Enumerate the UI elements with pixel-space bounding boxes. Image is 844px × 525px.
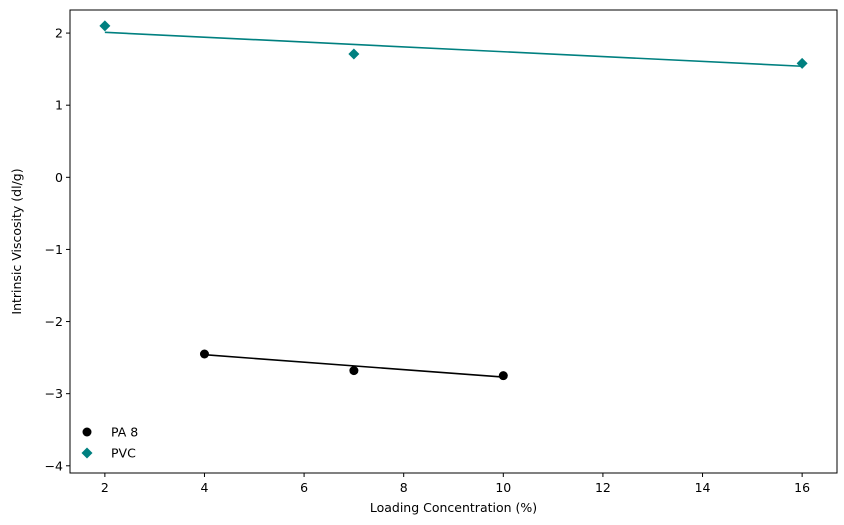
x-tick-label: 16 [794,480,810,495]
x-tick-label: 8 [400,480,408,495]
y-axis-ticks: −4 −3 −2 −1 0 1 2 [45,26,70,473]
data-point-pvc [796,57,808,69]
data-point-pa-8 [349,366,359,376]
x-tick-label: 2 [101,480,109,495]
legend: PA 8 PVC [81,425,138,461]
x-tick-label: 6 [300,480,308,495]
y-tick-label: −2 [45,314,63,329]
x-tick-label: 14 [695,480,711,495]
legend-marker-pa-8 [82,427,92,437]
y-tick-label: 2 [55,26,63,41]
data-points [99,20,808,381]
fit-line-pa-8 [204,353,504,378]
data-point-pa-8 [199,349,209,359]
fit-lines [104,31,803,378]
x-axis-label: Loading Concentration (%) [370,500,537,515]
x-tick-label: 12 [595,480,611,495]
fit-line-pvc [104,31,803,68]
y-tick-label: −1 [45,242,63,257]
plot-area [70,10,837,473]
x-axis-ticks: 2 4 6 8 10 12 14 16 [101,473,810,495]
data-point-pvc [99,20,111,32]
y-tick-label: −3 [45,386,63,401]
plot-frame [69,9,838,474]
data-point-pa-8 [498,371,508,381]
data-point-pvc [348,48,360,60]
y-axis-label: Intrinsic Viscosity (dl/g) [9,168,24,314]
legend-label-pa-8: PA 8 [111,425,138,440]
x-tick-label: 4 [200,480,208,495]
y-tick-label: 0 [55,170,63,185]
legend-label-pvc: PVC [111,446,136,461]
y-tick-label: −4 [45,458,63,473]
legend-marker-pvc [81,447,93,459]
x-tick-label: 10 [495,480,511,495]
y-tick-label: 1 [55,98,63,113]
